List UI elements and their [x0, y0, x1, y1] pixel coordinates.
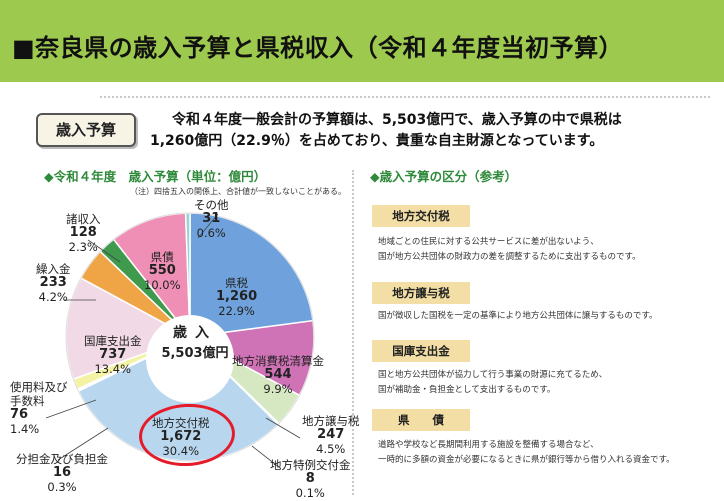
label-shohi: 地方消費税清算金 544 9.9% [232, 354, 324, 396]
label-name: 県税 [225, 276, 249, 290]
label-kensai: 県債 550 10.0% [144, 250, 181, 292]
label-name-1: 使用料及び [10, 380, 68, 394]
label-joyo: 地方譲与税 247 4.5% [302, 414, 360, 456]
label-pct: 4.5% [316, 442, 346, 456]
category-kofu-desc: 地域ごとの住民に対する公共サービスに差が出ないよう、 国が地方公共団体の財政力の… [378, 235, 708, 265]
leader-line-6 [251, 445, 281, 469]
category-kokko-desc: 国と地方公共団体が協力して行う事業の財源に充てるため、 国が補助金・負担金として… [378, 368, 708, 398]
label-value: 8 [305, 471, 315, 486]
label-value: 16 [52, 465, 72, 480]
category-joyo-title: 地方譲与税 [372, 282, 470, 304]
category-kofu-title: 地方交付税 [372, 205, 470, 227]
label-name: 地方譲与税 [302, 414, 360, 428]
summary-line-1: 令和４年度一般会計の予算額は、5,503億円で、歳入予算の中で県税は [172, 112, 622, 128]
label-sonota: その他 31 0.6% [194, 198, 229, 240]
center-title: 歳入 [173, 325, 217, 341]
summary-text: 令和４年度一般会計の予算額は、5,503億円で、歳入予算の中で県税は 1,260… [150, 110, 710, 152]
label-pct: 0.6% [196, 226, 226, 240]
category-kensai-title: 県 債 [372, 409, 470, 431]
revenue-badge: 歳入予算 [36, 113, 136, 147]
chart-heading: ◆令和４年度 歳入予算（単位：億円） [44, 169, 267, 184]
vertical-divider [352, 170, 354, 495]
label-pct: 9.9% [263, 382, 293, 396]
label-pct: 0.1% [295, 486, 325, 500]
desc-line: 国が補助金・負担金として支出するものです。 [378, 385, 556, 395]
label-pct: 2.3% [68, 240, 98, 254]
label-name: 地方特例交付金 [270, 458, 351, 472]
label-kenzei: 県税 1,260 22.9% [216, 276, 257, 318]
label-kokko: 国庫支出金 737 13.4% [84, 334, 142, 376]
label-value: 76 [10, 407, 29, 422]
summary-line-2: 1,260億円（22.9％）を占めており、貴重な自主財源となっています。 [150, 133, 604, 149]
label-value: 128 [69, 225, 97, 240]
desc-line: 地域ごとの住民に対する公共サービスに差が出ないよう、 [378, 237, 599, 247]
pie-outline [65, 212, 315, 462]
label-name: 分担金及び負担金 [16, 452, 108, 466]
desc-line: 国と地方公共団体が協力して行う事業の財源に充てるため、 [378, 370, 608, 380]
leader-line-1 [87, 239, 121, 263]
label-pct: 30.4% [162, 444, 200, 458]
label-name: 地方消費税清算金 [232, 354, 324, 368]
leader-line-0 [197, 213, 219, 239]
category-joyo-desc: 国が徴収した国税を一定の基準により地方公共団体に譲与するものです。 [378, 309, 708, 324]
label-pct: 4.2% [38, 290, 68, 304]
desc-line: 国が地方公共団体の財政力の差を調整するために支出するものです。 [378, 252, 641, 262]
label-value: 31 [202, 211, 221, 226]
label-value: 544 [264, 367, 292, 382]
label-name: 国庫支出金 [84, 334, 142, 348]
label-value: 247 [317, 427, 345, 442]
label-kurii: 繰入金 233 4.2% [36, 262, 71, 304]
leader-line-3 [45, 399, 97, 419]
title-bar [0, 0, 724, 82]
label-shiyo: 使用料及び 手数料 76 1.4% [10, 380, 68, 436]
label-name-2: 手数料 [10, 394, 45, 408]
label-name: 諸収入 [66, 212, 101, 226]
category-kensai-desc: 道路や学校など長期間利用する施設を整備する場合など、 一時的に多額の資金が必要に… [378, 438, 708, 468]
label-pct: 0.3% [47, 480, 77, 494]
desc-line: 一時的に多額の資金が必要になるときに県が銀行等から借り入れる資金です。 [378, 455, 675, 465]
dotted-divider [100, 96, 710, 98]
center-total: 5,503億円 [161, 346, 229, 361]
label-pct: 10.0% [144, 278, 181, 292]
pie-center-hole [146, 315, 234, 403]
category-kokko-title: 国庫支出金 [372, 340, 470, 362]
desc-line: 国が徴収した国税を一定の基準により地方公共団体に譲与するものです。 [378, 311, 658, 321]
label-pct: 13.4% [94, 362, 132, 376]
label-value: 1,260 [216, 289, 258, 304]
label-value: 550 [148, 263, 176, 278]
categories-heading: ◆歳入予算の区分（参考） [370, 169, 518, 184]
desc-line: 道路や学校など長期間利用する施設を整備する場合など、 [378, 440, 599, 450]
page-title: ■奈良県の歳入予算と県税収入（令和４年度当初予算） [12, 34, 624, 62]
label-pct: 1.4% [10, 422, 40, 436]
label-name: 県債 [150, 250, 174, 264]
rounding-note: （注）四捨五入の関係上、合計値が一致しないことがある。 [130, 187, 346, 196]
label-tokurei: 地方特例交付金 8 0.1% [270, 458, 351, 500]
leader-line-4 [57, 427, 109, 461]
label-value: 1,672 [160, 429, 202, 444]
label-name: 地方交付税 [152, 416, 210, 430]
label-value: 737 [99, 347, 127, 362]
label-pct: 22.9% [218, 304, 255, 318]
leader-line-5 [265, 417, 301, 439]
label-name: 繰入金 [36, 262, 71, 276]
label-value: 233 [39, 275, 67, 290]
label-buntan: 分担金及び負担金 16 0.3% [16, 452, 108, 494]
label-sho: 諸収入 128 2.3% [66, 212, 101, 254]
pie-center-label: 歳入 5,503億円 [150, 322, 240, 394]
label-name: その他 [194, 198, 229, 212]
label-kofu: 地方交付税 1,672 30.4% [152, 416, 210, 458]
